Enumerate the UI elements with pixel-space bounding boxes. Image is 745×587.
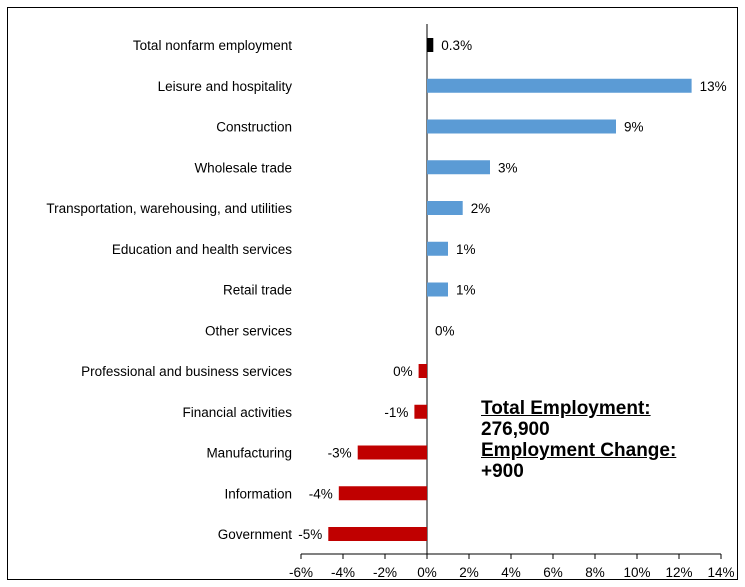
category-label: Professional and business services bbox=[81, 364, 292, 379]
x-tick-label: 8% bbox=[585, 565, 605, 580]
category-label: Leisure and hospitality bbox=[158, 79, 293, 94]
data-label: -5% bbox=[298, 527, 322, 542]
chart-frame bbox=[7, 7, 738, 580]
category-label: Other services bbox=[205, 323, 292, 338]
x-tick-label: 6% bbox=[543, 565, 563, 580]
x-tick-label: 12% bbox=[665, 565, 692, 580]
total-employment-value: 276,900 bbox=[481, 419, 550, 440]
bar bbox=[427, 241, 448, 256]
bar bbox=[427, 160, 490, 175]
category-label: Education and health services bbox=[112, 242, 292, 257]
x-tick-label: 10% bbox=[623, 565, 650, 580]
category-label: Wholesale trade bbox=[194, 160, 292, 175]
data-label: -1% bbox=[384, 405, 408, 420]
data-label: 13% bbox=[700, 79, 727, 94]
bar bbox=[427, 282, 448, 297]
data-label: 0% bbox=[435, 323, 455, 338]
data-label: 2% bbox=[471, 201, 491, 216]
bar bbox=[427, 201, 463, 215]
x-tick-label: -6% bbox=[289, 565, 313, 580]
data-label: 0.3% bbox=[441, 38, 472, 53]
category-label: Total nonfarm employment bbox=[133, 38, 292, 53]
bar bbox=[427, 78, 692, 93]
bar bbox=[414, 404, 427, 419]
total-employment-label: Total Employment: bbox=[481, 398, 651, 419]
bar bbox=[338, 486, 427, 501]
x-tick-label: 2% bbox=[459, 565, 479, 580]
category-label: Retail trade bbox=[223, 283, 292, 298]
category-label: Financial activities bbox=[182, 405, 292, 420]
x-tick-label: 4% bbox=[501, 565, 521, 580]
bar bbox=[418, 364, 427, 378]
category-label: Government bbox=[218, 527, 293, 542]
data-label: 1% bbox=[456, 283, 476, 298]
bar bbox=[328, 527, 427, 541]
bar bbox=[357, 445, 427, 460]
data-label: 0% bbox=[393, 364, 413, 379]
x-tick-label: 14% bbox=[707, 565, 734, 580]
category-label: Information bbox=[224, 486, 292, 501]
data-label: 1% bbox=[456, 242, 476, 257]
x-tick-label: 0% bbox=[417, 565, 437, 580]
category-label: Manufacturing bbox=[206, 446, 292, 461]
category-label: Construction bbox=[216, 120, 292, 135]
data-label: 9% bbox=[624, 120, 644, 135]
employment-change-label: Employment Change: bbox=[481, 440, 677, 461]
data-label: -3% bbox=[328, 446, 352, 461]
data-label: -4% bbox=[309, 486, 333, 501]
employment-change-value: +900 bbox=[481, 461, 524, 482]
x-tick-label: -4% bbox=[331, 565, 355, 580]
x-tick-label: -2% bbox=[373, 565, 397, 580]
bar bbox=[427, 38, 434, 52]
category-label: Transportation, warehousing, and utiliti… bbox=[46, 201, 292, 216]
employment-summary: Total Employment: 276,900 Employment Cha… bbox=[481, 398, 676, 482]
bar bbox=[427, 119, 616, 134]
data-label: 3% bbox=[498, 160, 518, 175]
